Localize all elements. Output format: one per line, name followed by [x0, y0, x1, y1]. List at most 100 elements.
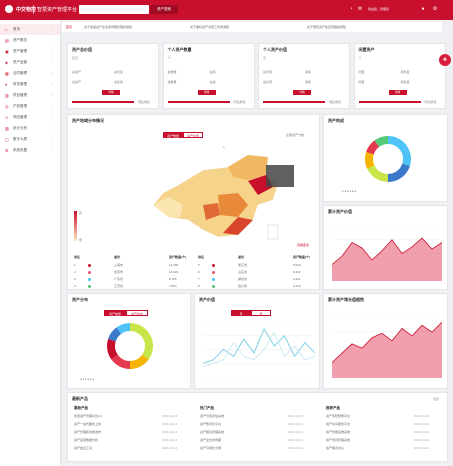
stat-title: 个人资产价值 — [263, 47, 287, 52]
stat-right-label: 在用 — [209, 70, 216, 74]
sidebar-item-6[interactable]: ▥ 项目管理 › — [0, 90, 60, 101]
mail-icon[interactable]: ✉ — [357, 6, 363, 12]
news-item[interactable]: 资产合同管理系统 — [326, 438, 351, 442]
sidebar-item-label: 首页 — [13, 27, 20, 31]
home-icon: ⌂ — [5, 27, 8, 32]
sidebar-item-label: 合同管理 — [13, 71, 27, 75]
news-item[interactable]: 资产盘点工具 — [74, 446, 93, 450]
seg-asset-type[interactable]: 资产类型 — [104, 310, 126, 316]
area2-title: 累计资产增长值趋势 — [328, 297, 364, 302]
sidebar-item-0[interactable]: ⌂ 首页 › — [0, 24, 60, 35]
map-table-cell: 广东省 — [114, 277, 124, 281]
news-more-link[interactable]: 更多 — [433, 397, 440, 401]
donut-chart-distribution — [107, 323, 153, 369]
news-title: 最新产品 — [72, 396, 88, 401]
sidebar-item-10[interactable]: ▢ 数字大屏 › — [0, 134, 60, 145]
news-item[interactable]: 资产运营数据分析 — [74, 438, 99, 442]
news-item[interactable]: 资产全生命周期 — [200, 438, 222, 442]
brand-name: 中交物控 — [16, 7, 37, 13]
news-item[interactable]: 资产风险预警平台 — [326, 414, 351, 418]
news-column-title: 推荐产品 — [326, 406, 340, 410]
news-item[interactable]: 资产租赁管理系统 — [200, 430, 225, 434]
donut2-legend: ● ● ● ● ● ● — [80, 377, 95, 381]
sidebar-item-9[interactable]: ▨ 统计分析 › — [0, 123, 60, 134]
sidebar-item-3[interactable]: ◈ 资产运营 › — [0, 57, 60, 68]
bell-icon[interactable]: ◔ — [349, 6, 353, 12]
news-item[interactable]: 资产智能运维系统 — [326, 430, 351, 434]
sidebar-item-11[interactable]: ⚙ 系统设置 › — [0, 145, 60, 156]
sidebar-item-2[interactable]: ▣ 资产管理 › — [0, 46, 60, 57]
news-item[interactable]: 资产数字化平台 — [200, 422, 222, 426]
news-item[interactable]: 资产可视化大屏 — [200, 446, 222, 450]
stat-right-label: 净值 — [305, 70, 312, 74]
news-date: 2021-03-12 — [414, 438, 430, 442]
map-table-header: 排名 — [198, 255, 205, 259]
map-table-cell: 6,543 — [293, 263, 301, 267]
news-date: 2021-03-12 — [162, 438, 178, 442]
map-table-cell: 7,654 — [169, 284, 177, 288]
news-date: 2021-03-13 — [414, 430, 430, 434]
seg-asset-value[interactable]: 资产价值 — [183, 132, 203, 138]
seg-asset-status[interactable]: 资产状态 — [126, 310, 148, 316]
sidebar-item-4[interactable]: ▦ 合同管理 › — [0, 68, 60, 79]
chevron-right-icon: › — [52, 60, 54, 64]
search-button[interactable]: 资产搜索 — [150, 5, 178, 14]
map-more-link[interactable]: 查看更多 — [297, 243, 310, 247]
news-item[interactable]: 资产共享服务平台 — [326, 422, 351, 426]
news-item[interactable]: 资产管理新功能发布 — [74, 430, 102, 434]
news-item[interactable]: 智慧资产管理平台1.0 — [74, 414, 103, 418]
donut1-slice-1 — [387, 163, 410, 182]
screen-icon: ▢ — [5, 137, 9, 142]
news-item[interactable]: 资产一站式服务上线 — [74, 422, 102, 426]
map-table-cell: 江苏省 — [114, 284, 124, 288]
sidebar-item-label: 产权管理 — [13, 104, 27, 108]
line1-series-0 — [203, 327, 315, 364]
sidebar-item-7[interactable]: ◎ 产权管理 › — [0, 101, 60, 112]
news-date: 2021-03-11 — [288, 446, 304, 450]
china-map[interactable] — [108, 145, 308, 245]
rank-dot — [212, 263, 215, 267]
news-date: 2021-03-13 — [162, 430, 178, 434]
seg-asset-count[interactable]: 资产数量 — [163, 132, 183, 138]
sidebar-item-label: 风险管理 — [13, 115, 27, 119]
search-input[interactable] — [79, 5, 149, 14]
map-table-cell: 山东省 — [238, 270, 248, 274]
stat-detail-button[interactable]: 详情 — [102, 90, 120, 95]
sidebar-item-1[interactable]: ▤ 资产概览 › — [0, 35, 60, 46]
tab-notice-2[interactable]: 关于做好资产清查工作的通知 — [190, 25, 230, 29]
map-table-cell: 4,321 — [293, 277, 301, 281]
sidebar-item-8[interactable]: ⚠ 风险管理 › — [0, 112, 60, 123]
chevron-right-icon: › — [52, 126, 54, 130]
seg-year[interactable]: 年 — [251, 310, 271, 316]
map-table-cell: 8 — [198, 284, 200, 288]
quick-action-button[interactable]: ✚ — [439, 54, 451, 66]
user-icon[interactable]: ● — [421, 6, 425, 12]
tab-notice-3[interactable]: 关于规范资产处置流程的通知 — [307, 25, 347, 29]
map-table-cell: 2 — [74, 270, 76, 274]
map-table-cell: 4 — [74, 284, 76, 288]
news-item[interactable]: 资产报表中心 — [326, 446, 345, 450]
map-legend-gradient — [74, 211, 77, 241]
stat-detail-button[interactable]: 详情 — [293, 90, 311, 95]
seg-month[interactable]: 月 — [231, 310, 251, 316]
news-item[interactable]: 资产价值评估系统 — [200, 414, 225, 418]
news-date: 2021-03-15 — [162, 414, 178, 418]
stat-detail-button[interactable]: 详情 — [388, 90, 407, 95]
tab-notice-1[interactable]: 关于加强资产全生命周期管理的通知 — [84, 25, 133, 29]
top-bar: 中交物控 智慧资产管理平台 资产搜索 ◔ ✉ 欢迎您，管理员 ● ⚙ — [0, 0, 453, 20]
rank-dot — [212, 277, 215, 281]
legend-low: 低 — [79, 238, 83, 242]
map-filter[interactable]: 全部资产分类 — [286, 133, 305, 137]
map-table-header: 省份 — [238, 255, 245, 259]
stat-right-label: 待处置 — [400, 70, 410, 74]
stat-progress-bar — [263, 101, 325, 103]
sidebar-item-5[interactable]: ¥ 财务管理 › — [0, 79, 60, 90]
stat-detail-button[interactable]: 详情 — [197, 90, 216, 95]
news-column-title: 最新产品 — [74, 406, 88, 410]
rank-dot — [212, 270, 215, 274]
stat-left-label: 闲置 — [358, 70, 365, 74]
settings-icon[interactable]: ⚙ — [432, 6, 438, 12]
stat-progress-bar — [358, 101, 421, 103]
tab-home[interactable]: 首页 — [66, 25, 73, 29]
asset-distribution-card: 资产分布 资产类型 资产状态 ● ● ● ● ● ● — [67, 293, 191, 389]
